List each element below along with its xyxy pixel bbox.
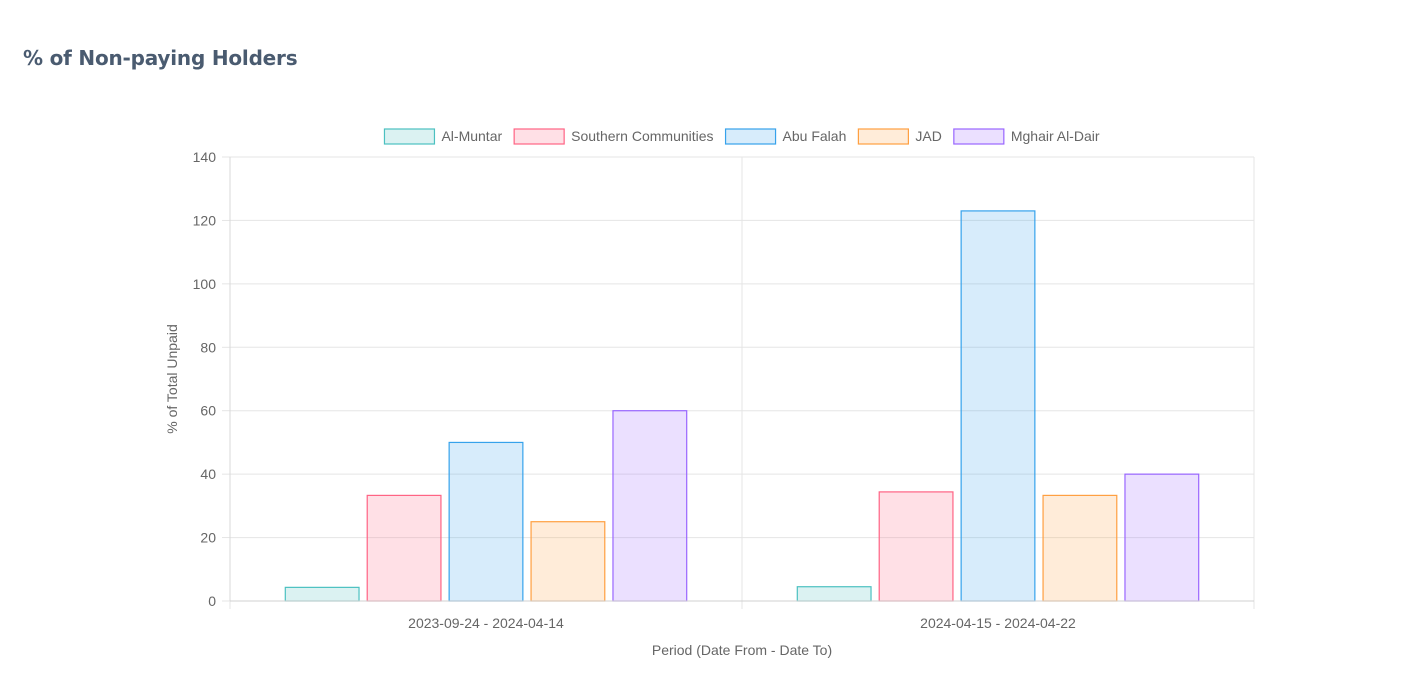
x-tick-label: 2024-04-15 - 2024-04-22 <box>920 615 1076 631</box>
bar[interactable] <box>530 521 606 602</box>
legend-item[interactable]: Southern Communities <box>513 128 714 145</box>
legend-swatch[interactable] <box>383 128 436 145</box>
legend-label[interactable]: Abu Falah <box>783 128 847 144</box>
chart-bars <box>284 210 1200 602</box>
page-title: % of Non-paying Holders <box>23 46 298 70</box>
y-tick-label: 40 <box>200 466 216 482</box>
legend-swatch[interactable] <box>953 128 1005 145</box>
legend-item[interactable]: Mghair Al-Dair <box>953 128 1100 145</box>
bar[interactable] <box>878 491 954 602</box>
legend-item[interactable]: Al-Muntar <box>383 128 502 145</box>
y-tick-label: 20 <box>200 530 216 546</box>
x-tick-label: 2023-09-24 - 2024-04-14 <box>408 615 564 631</box>
bar[interactable] <box>448 441 524 602</box>
legend-item[interactable]: Abu Falah <box>724 128 847 145</box>
chart-legend[interactable]: Al-Muntar Southern Communities Abu Falah JA… <box>383 128 1100 145</box>
x-axis-title: Period (Date From - Date To) <box>652 642 832 658</box>
bar[interactable] <box>960 210 1036 602</box>
legend-swatch[interactable] <box>513 128 565 145</box>
y-tick-label: 80 <box>200 339 216 355</box>
bar[interactable] <box>612 410 688 602</box>
legend-swatch[interactable] <box>724 128 777 145</box>
y-tick-label: 100 <box>193 276 217 292</box>
legend-label[interactable]: Al-Muntar <box>441 128 502 144</box>
legend-swatch[interactable] <box>857 128 909 145</box>
bar[interactable] <box>796 586 872 602</box>
bar[interactable] <box>1124 473 1200 602</box>
chart-axes: 0 20 40 60 80 100 120 140 2023-09-24 - 2024-04-1… <box>193 149 1254 631</box>
bar[interactable] <box>284 586 360 602</box>
y-tick-label: 60 <box>200 403 216 419</box>
y-tick-label: 120 <box>193 212 217 228</box>
y-axis-title: % of Total Unpaid <box>164 324 180 433</box>
y-tick-label: 140 <box>193 149 217 165</box>
legend-label[interactable]: Southern Communities <box>571 128 713 144</box>
y-tick-label: 0 <box>208 593 216 609</box>
legend-label[interactable]: JAD <box>915 128 941 144</box>
bar[interactable] <box>366 494 442 602</box>
legend-label[interactable]: Mghair Al-Dair <box>1011 128 1100 144</box>
bar[interactable] <box>1042 494 1118 602</box>
legend-item[interactable]: JAD <box>857 128 942 145</box>
